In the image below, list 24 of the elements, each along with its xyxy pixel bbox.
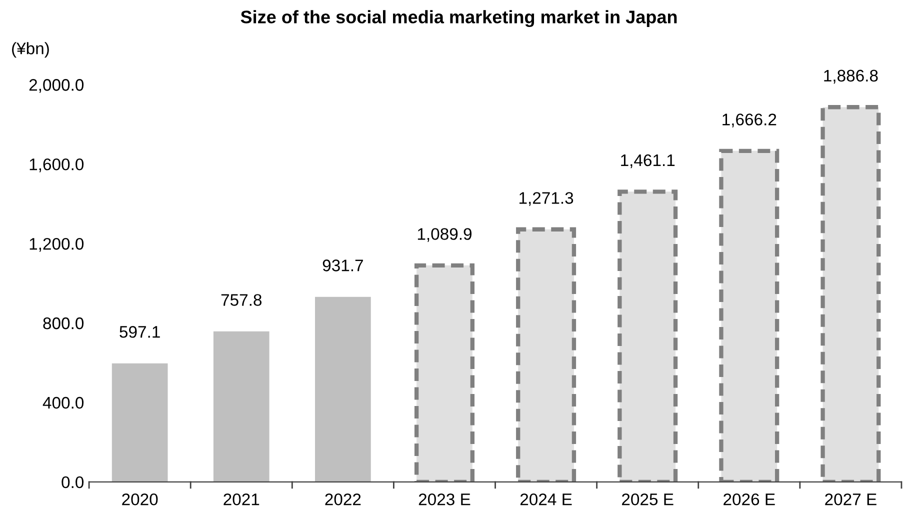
x-tick-label: 2022 [325, 493, 361, 506]
data-label: 1,089.9 [418, 228, 472, 242]
y-tick-label: 1,600.0 [30, 158, 84, 172]
data-label: 757.8 [221, 294, 262, 306]
y-tick-label: 1,200.0 [30, 238, 84, 252]
x-tick-label: 2025 E [622, 493, 674, 506]
data-label: 1,886.8 [824, 70, 878, 84]
y-tick-label: 800.0 [43, 317, 84, 330]
y-tick-label: 0.0 [62, 476, 84, 488]
x-tick-label: 2027 E [825, 493, 876, 506]
x-tick-label: 2020 [122, 493, 158, 506]
x-tick-label: 2021 [224, 493, 260, 506]
x-tick-label: 2026 E [724, 493, 775, 506]
data-label: 597.1 [120, 326, 160, 338]
x-tick-label: 2023 E [418, 493, 470, 506]
y-axis-title: (¥bn) [12, 42, 49, 58]
chart-title: Size of the social media marketing market in Japan [240, 10, 677, 28]
x-tick-label: 2024 E [520, 493, 572, 506]
y-tick-label: 400.0 [42, 396, 84, 409]
data-label: 1,461.1 [621, 154, 675, 168]
y-tick-label: 2,000.0 [29, 79, 84, 93]
data-label: 1,271.3 [520, 192, 574, 206]
data-label: 931.7 [322, 260, 363, 272]
data-label: 1,666.2 [722, 114, 776, 128]
